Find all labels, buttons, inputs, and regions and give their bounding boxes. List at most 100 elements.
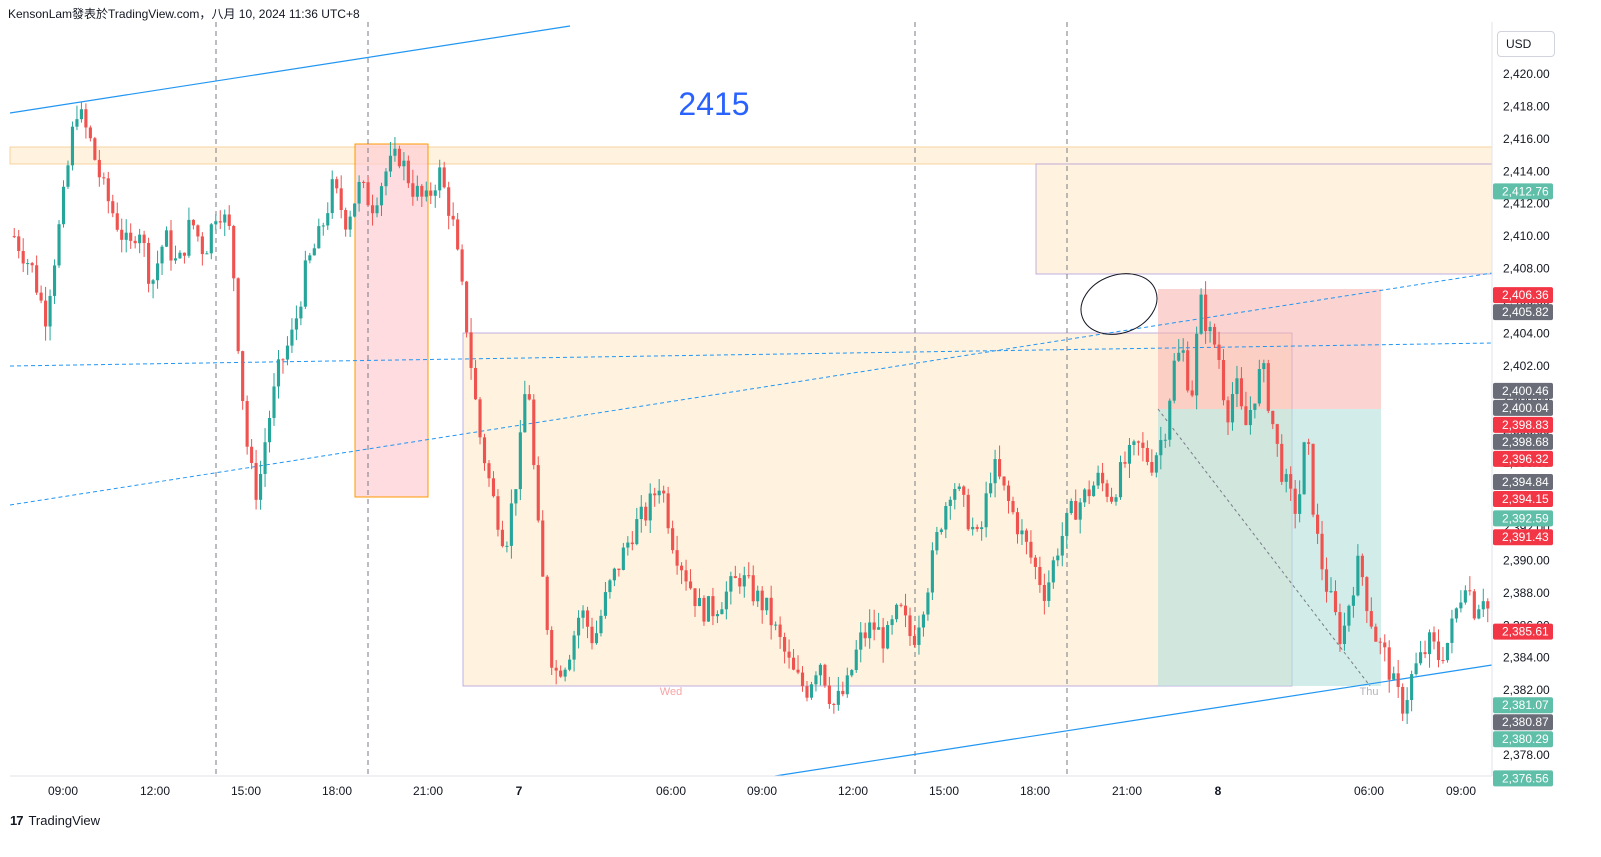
candle	[751, 565, 755, 606]
candle	[178, 250, 182, 259]
candle	[1374, 623, 1378, 642]
candle	[375, 197, 379, 218]
candle	[850, 669, 854, 678]
currency-selector[interactable]: USD	[1497, 31, 1555, 57]
candle	[550, 626, 554, 675]
candle	[939, 527, 943, 535]
price-tag: 2,405.82	[1493, 304, 1553, 321]
candle	[411, 169, 415, 206]
candle	[1356, 544, 1360, 597]
candle	[671, 520, 675, 554]
time-tick-label: 21:00	[413, 784, 443, 798]
candle	[1307, 438, 1311, 455]
candle	[1450, 609, 1454, 654]
price-tag: 2,400.46	[1493, 382, 1553, 399]
candle	[1311, 443, 1315, 518]
candle	[52, 259, 57, 304]
price-tick-label: 2,410.00	[1503, 229, 1550, 243]
candle	[505, 541, 509, 553]
annotation-label[interactable]: 2415	[678, 86, 749, 122]
candle	[1029, 530, 1033, 564]
candle	[662, 485, 666, 503]
candle	[1195, 326, 1199, 410]
tradingview-brand-label: TradingView	[28, 813, 101, 828]
candle	[312, 243, 316, 256]
svg-text:2,381.07: 2,381.07	[1502, 698, 1549, 712]
candle	[205, 250, 209, 255]
svg-text:2,405.82: 2,405.82	[1502, 305, 1549, 319]
candle	[930, 542, 934, 601]
candle	[1033, 554, 1037, 580]
candle	[1427, 629, 1432, 668]
candle	[1154, 452, 1158, 478]
candle	[1163, 433, 1167, 448]
candle	[594, 620, 599, 645]
candle	[1123, 451, 1127, 468]
candle	[415, 175, 419, 201]
candle	[447, 181, 451, 230]
svg-text:2,394.84: 2,394.84	[1502, 475, 1549, 489]
candle	[469, 318, 473, 380]
price-tag: 2,380.29	[1493, 731, 1553, 748]
tradingview-logo[interactable]: 17 TradingView	[10, 813, 100, 828]
candle	[1083, 488, 1087, 508]
price-tag: 2,412.76	[1493, 183, 1553, 200]
candle	[1284, 468, 1288, 493]
candle	[666, 486, 670, 534]
candle	[841, 681, 845, 697]
candle	[173, 245, 178, 264]
candle	[272, 373, 276, 426]
candle	[1271, 410, 1275, 430]
svg-text:2,398.83: 2,398.83	[1502, 418, 1549, 432]
candle	[581, 605, 585, 629]
price-tick-label: 2,388.00	[1503, 586, 1550, 600]
descending-projection-line[interactable]	[1157, 408, 1371, 687]
lower-channel-line[interactable]	[774, 664, 1493, 777]
candle	[1360, 553, 1364, 586]
candle	[12, 227, 16, 239]
supply-zone-right[interactable]	[1035, 163, 1493, 275]
candle	[1186, 341, 1190, 393]
candle	[218, 210, 222, 230]
candle	[644, 502, 648, 527]
candle	[1172, 353, 1176, 404]
candle	[729, 571, 733, 605]
candle	[1199, 288, 1203, 335]
candle	[599, 609, 603, 637]
candle	[267, 410, 272, 453]
candle	[115, 202, 119, 232]
candle	[1230, 382, 1235, 431]
chart-header: KensonLam發表於TradingView.com，八月 10, 2024 …	[8, 5, 360, 22]
candle	[966, 488, 970, 531]
candle	[35, 255, 39, 295]
candle	[523, 380, 527, 433]
highlight-ellipse[interactable]	[1072, 263, 1165, 344]
short-position-target-zone[interactable]	[1158, 409, 1381, 686]
candle	[917, 615, 921, 655]
price-tick-label: 2,416.00	[1503, 132, 1550, 146]
candle	[612, 567, 616, 587]
upper-channel-line[interactable]	[9, 25, 571, 114]
candle	[151, 278, 155, 299]
candle	[554, 660, 558, 685]
rising-dashed-trendline[interactable]	[9, 272, 1493, 506]
candle	[1262, 359, 1266, 383]
candle	[241, 350, 245, 410]
candle	[442, 161, 446, 189]
candle	[451, 202, 455, 227]
candle	[496, 489, 500, 537]
price-tag: 2,394.15	[1493, 490, 1553, 507]
resistance-zone-top[interactable]	[9, 146, 1493, 165]
candle	[1419, 640, 1423, 666]
time-tick-label: 06:00	[656, 784, 686, 798]
candle	[129, 223, 133, 249]
svg-text:2,380.87: 2,380.87	[1502, 715, 1549, 729]
candle	[214, 214, 218, 231]
candle	[769, 585, 773, 640]
price-tag: 2,396.32	[1493, 450, 1553, 467]
horizontal-dashed-level[interactable]	[9, 342, 1493, 367]
candle	[796, 655, 800, 675]
price-tick-label: 2,420.00	[1503, 67, 1550, 81]
candle	[854, 640, 858, 673]
